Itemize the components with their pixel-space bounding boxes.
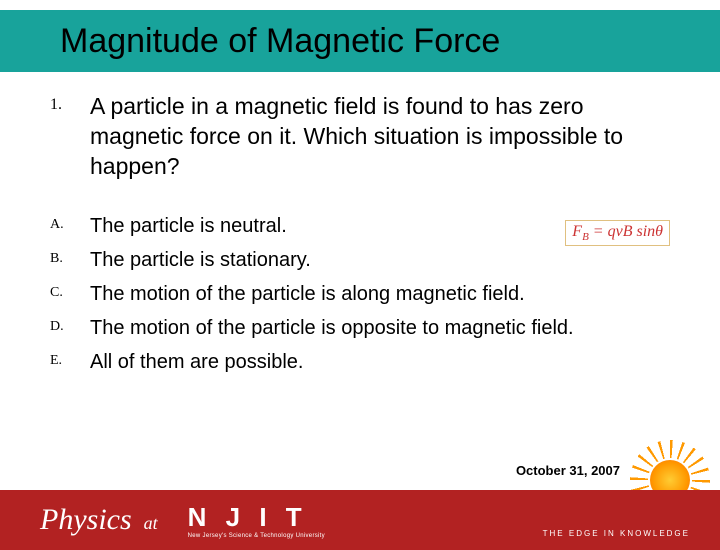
option-d: D. The motion of the particle is opposit… [50,314,670,342]
question-text: A particle in a magnetic field is found … [90,92,670,182]
footer-bar: Physics at N J I T New Jersey's Science … [0,490,720,550]
option-text: The particle is stationary. [90,246,670,274]
slide-date: October 31, 2007 [516,463,620,478]
formula-box: FB = qvB sinθ [565,220,670,246]
option-label: D. [50,314,90,342]
option-text: The motion of the particle is along magn… [90,280,670,308]
option-c: C. The motion of the particle is along m… [50,280,670,308]
option-label: B. [50,246,90,274]
question-row: 1. A particle in a magnetic field is fou… [50,92,670,182]
title-bar: Magnitude of Magnetic Force [0,10,720,72]
physics-word: Physics [40,503,132,537]
option-b: B. The particle is stationary. [50,246,670,274]
at-word: at [144,513,158,534]
njit-block: N J I T New Jersey's Science & Technolog… [188,502,325,539]
option-label: E. [50,348,90,376]
slide-title: Magnitude of Magnetic Force [60,22,500,61]
option-label: C. [50,280,90,308]
option-label: A. [50,212,90,240]
njit-logo-text: N J I T [188,502,325,533]
formula-text: FB = qvB sinθ [572,223,663,240]
question-number: 1. [50,92,90,182]
option-e: E. All of them are possible. [50,348,670,376]
njit-subtitle: New Jersey's Science & Technology Univer… [188,533,325,539]
option-text: All of them are possible. [90,348,670,376]
option-text: The motion of the particle is opposite t… [90,314,670,342]
edge-tagline: THE EDGE IN KNOWLEDGE [543,529,690,538]
physics-at-label: Physics at [40,503,158,537]
